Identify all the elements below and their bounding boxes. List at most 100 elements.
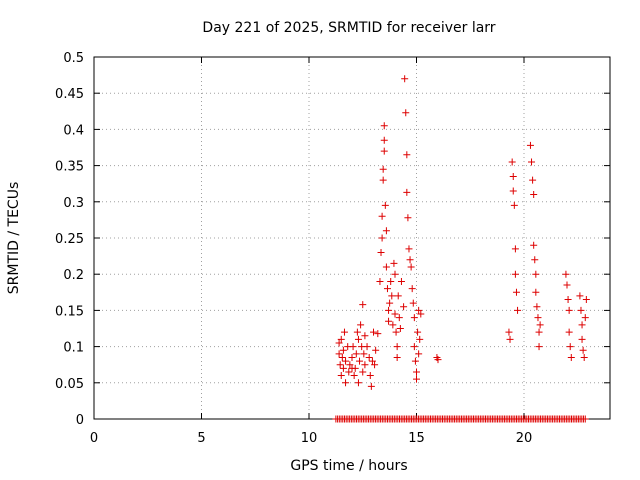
data-point — [348, 353, 356, 361]
data-point — [535, 328, 543, 336]
y-tick-label: 0.5 — [63, 51, 84, 66]
data-point — [339, 364, 347, 372]
data-point — [390, 259, 398, 267]
data-point — [579, 346, 587, 354]
data-point — [582, 296, 590, 304]
data-point — [337, 335, 345, 343]
data-point — [380, 136, 388, 144]
zero-data-point — [581, 415, 589, 423]
data-point — [391, 270, 399, 278]
data-point — [506, 335, 514, 343]
axis-ticks: 0 0.05 0.1 0.15 0.2 0.25 0.3 0.35 0.4 0.45 0.5 0 5 10… — [55, 51, 610, 446]
data-point — [514, 306, 522, 314]
data-point — [360, 350, 368, 358]
data-point — [389, 321, 397, 329]
data-point — [416, 335, 424, 343]
y-tick-label: 0.45 — [55, 87, 84, 102]
data-point — [413, 375, 420, 383]
data-point — [359, 301, 367, 309]
y-axis-label: SRMTID / TECUs — [6, 182, 22, 295]
data-point — [345, 368, 353, 376]
data-point — [354, 379, 362, 387]
data-point — [357, 321, 365, 329]
data-point — [530, 191, 538, 199]
data-points — [332, 75, 590, 423]
data-point — [365, 353, 373, 361]
data-point — [363, 343, 371, 351]
data-point — [410, 314, 418, 322]
data-point — [576, 292, 584, 300]
y-tick-label: 0.4 — [63, 123, 84, 138]
data-point — [361, 332, 369, 340]
data-point — [349, 343, 357, 351]
data-point — [335, 339, 343, 347]
data-point — [410, 343, 418, 351]
x-tick-label: 20 — [516, 431, 533, 446]
data-point — [335, 350, 343, 358]
data-point — [338, 353, 346, 361]
data-point — [376, 277, 384, 285]
data-point — [532, 270, 540, 278]
data-point — [403, 188, 411, 196]
x-tick-label: 0 — [90, 431, 98, 446]
data-point — [353, 328, 361, 336]
data-point — [528, 158, 536, 166]
data-point — [366, 372, 374, 380]
data-point — [379, 176, 387, 184]
x-axis-label: GPS time / hours — [290, 458, 407, 474]
data-point — [533, 303, 541, 311]
data-point — [386, 299, 394, 307]
y-tick-label: 0 — [76, 413, 84, 428]
y-tick-label: 0.15 — [55, 304, 84, 319]
data-point — [352, 350, 360, 358]
data-point — [378, 234, 386, 242]
data-point — [508, 158, 516, 166]
data-point — [404, 214, 412, 222]
data-point — [337, 372, 345, 380]
data-point — [381, 201, 389, 209]
data-point — [354, 335, 362, 343]
data-point — [565, 306, 573, 314]
data-point — [578, 335, 586, 343]
data-point — [411, 357, 419, 365]
data-point — [406, 256, 414, 264]
data-point — [368, 357, 376, 365]
y-tick-label: 0.2 — [63, 268, 84, 283]
chart-title: Day 221 of 2025, SRMTID for receiver lar… — [202, 20, 495, 36]
data-point — [415, 306, 423, 314]
data-point — [385, 306, 393, 314]
data-point — [382, 227, 390, 235]
data-point — [413, 368, 420, 376]
data-point — [414, 328, 422, 336]
data-point — [562, 270, 570, 278]
y-tick-label: 0.1 — [63, 341, 84, 356]
data-point — [395, 314, 403, 322]
data-point — [396, 325, 404, 332]
data-point — [535, 343, 543, 351]
data-point — [393, 343, 401, 351]
data-point — [530, 241, 538, 249]
data-point — [534, 314, 542, 322]
data-point — [359, 368, 367, 376]
data-point — [563, 281, 571, 289]
data-point — [382, 263, 390, 271]
y-tick-label: 0.25 — [55, 232, 84, 247]
data-point — [526, 141, 534, 149]
data-point — [400, 303, 408, 311]
y-tick-label: 0.3 — [63, 196, 84, 211]
data-point — [380, 122, 388, 130]
data-point — [565, 328, 573, 336]
data-point — [391, 310, 399, 318]
data-point — [356, 357, 364, 365]
data-point — [415, 350, 423, 358]
data-point — [350, 372, 358, 380]
data-point — [417, 310, 425, 318]
x-tick-label: 5 — [197, 431, 205, 446]
data-point — [567, 353, 575, 361]
data-point — [370, 328, 377, 336]
grid-lines — [94, 57, 610, 419]
data-point — [405, 245, 413, 253]
x-tick-label: 10 — [301, 431, 318, 446]
data-point — [393, 353, 401, 361]
data-point — [379, 165, 387, 173]
